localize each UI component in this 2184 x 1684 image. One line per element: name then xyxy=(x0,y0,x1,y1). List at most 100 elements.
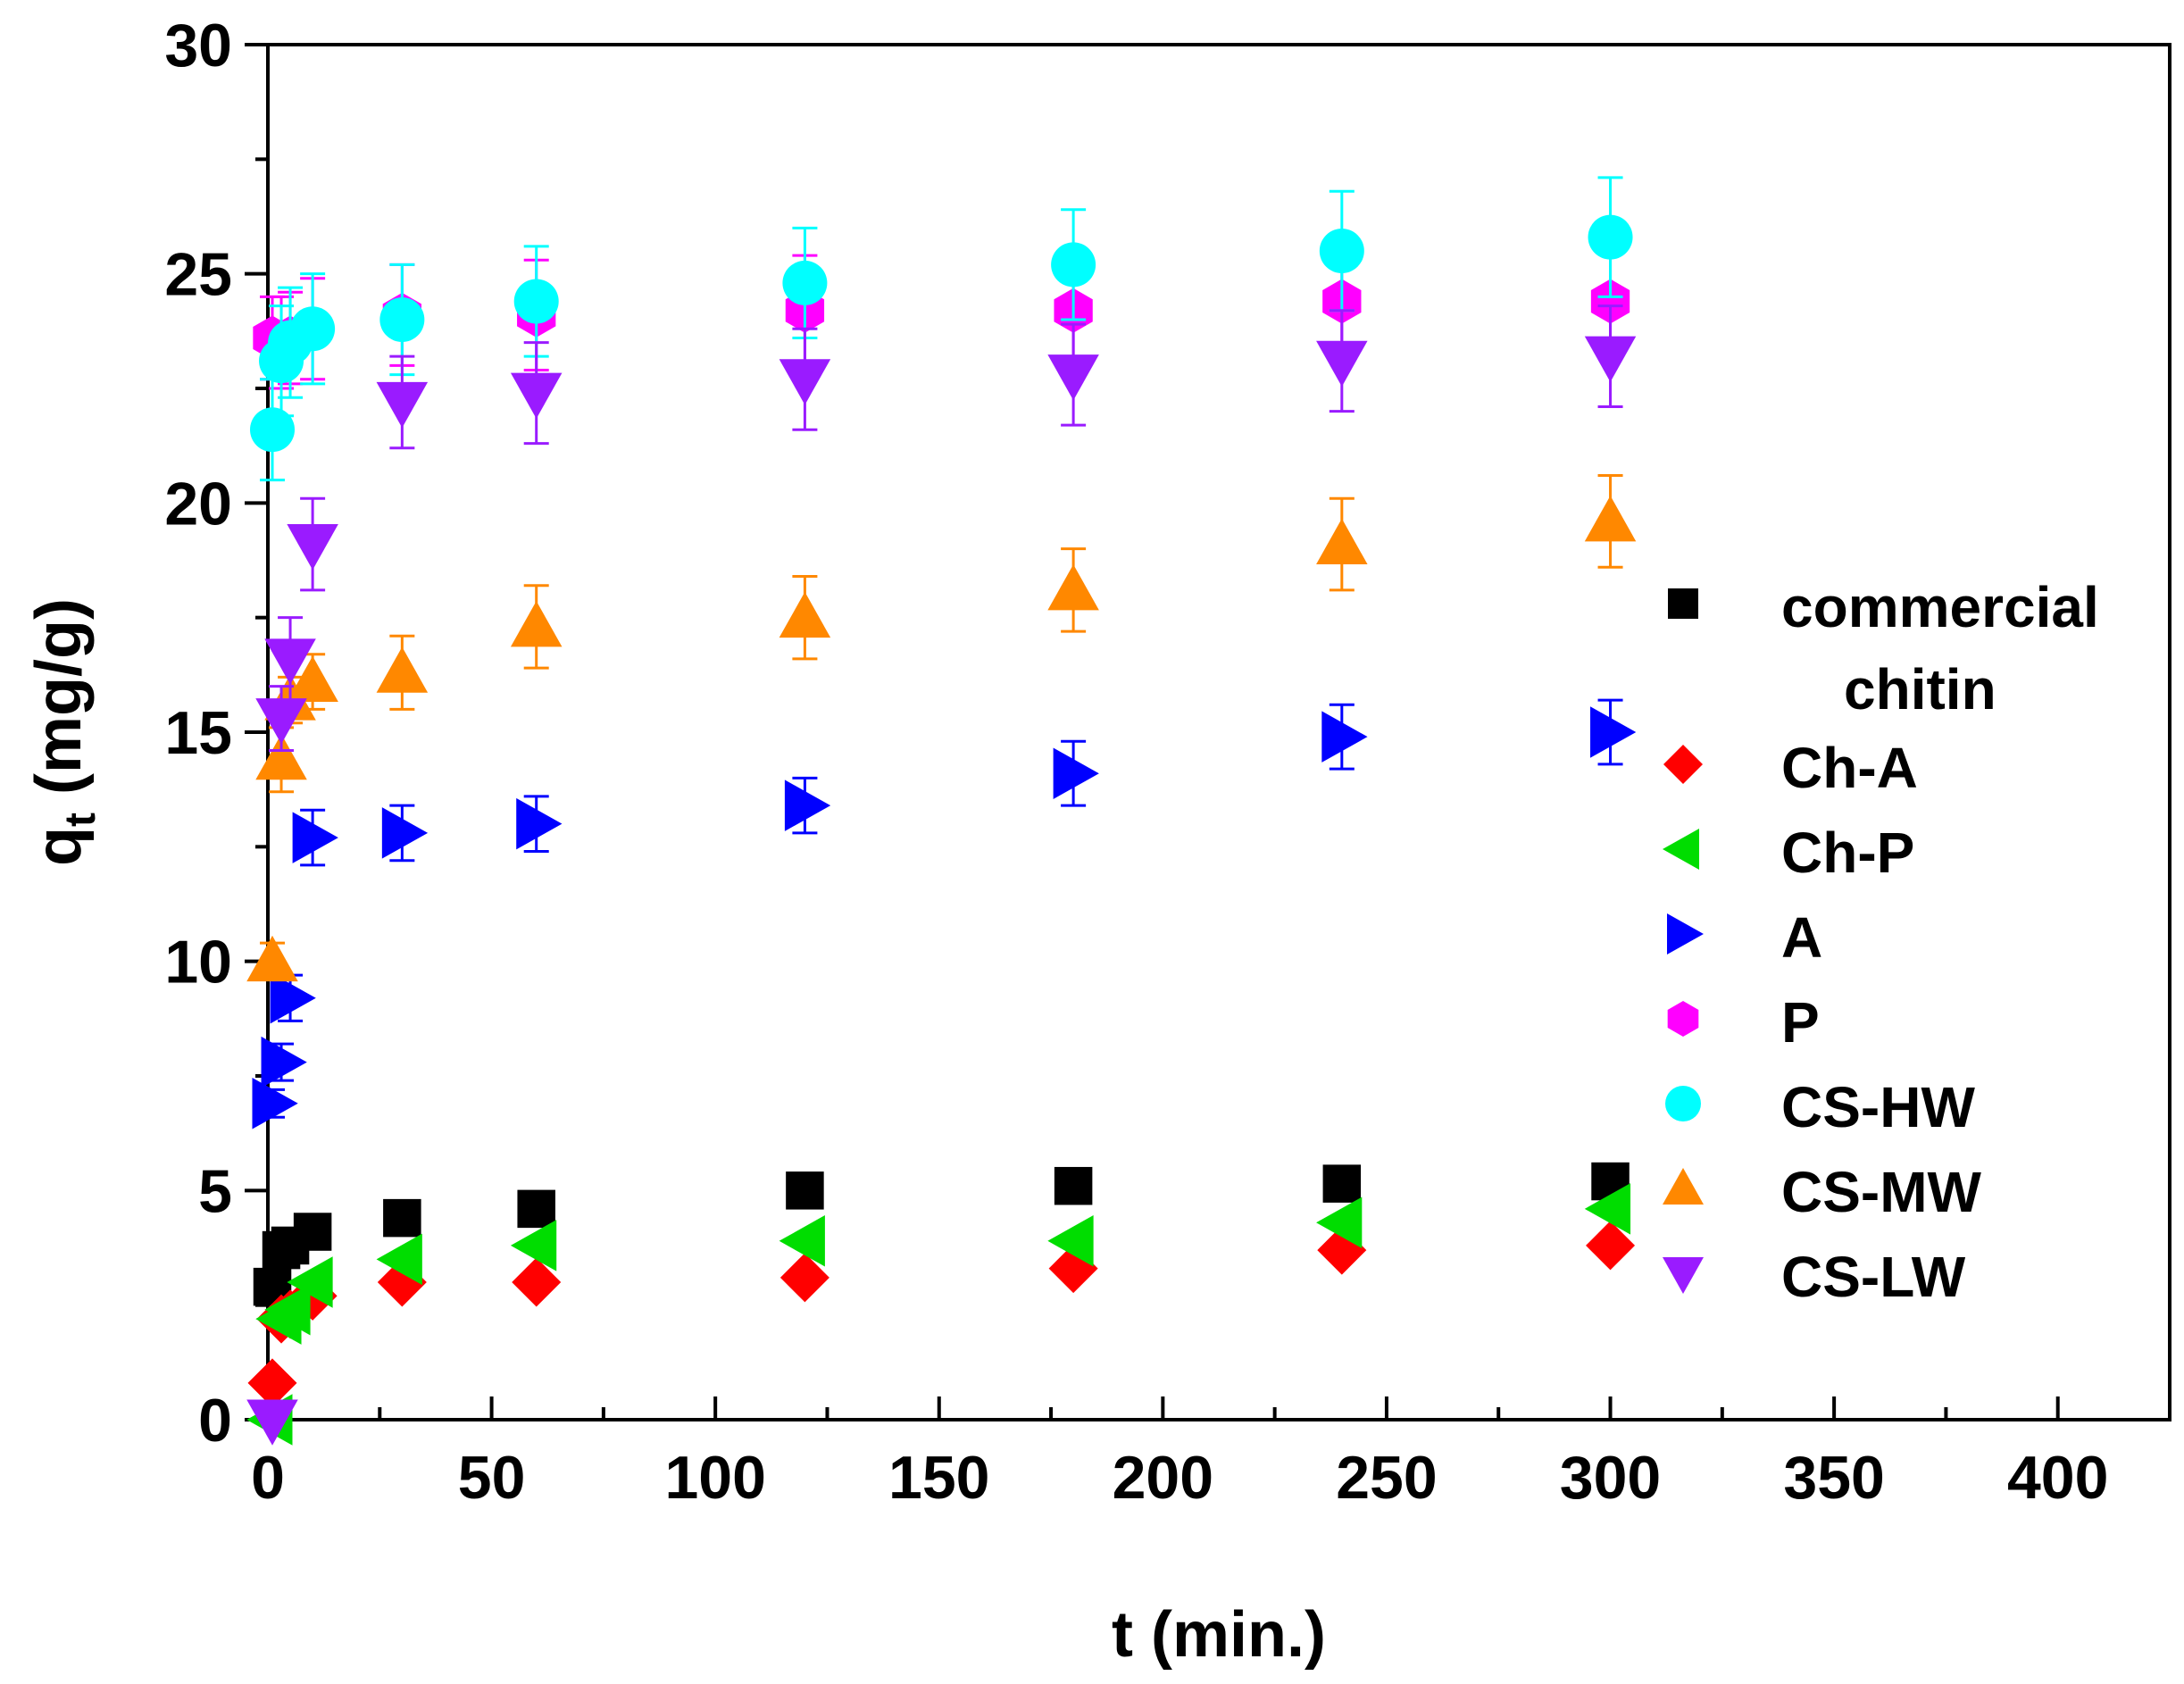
x-tick-label: 400 xyxy=(2007,1444,2108,1512)
y-axis-title-subscript: t xyxy=(57,813,104,827)
plot-series xyxy=(246,176,1637,1446)
data-point xyxy=(1053,747,1099,799)
legend-item: CS-LW xyxy=(1663,1245,1966,1309)
data-point xyxy=(516,797,563,850)
y-tick-label: 30 xyxy=(164,12,232,79)
data-point xyxy=(250,407,296,453)
data-point xyxy=(376,646,429,693)
y-tick-label: 5 xyxy=(198,1157,232,1225)
data-point xyxy=(1590,706,1637,758)
legend-item: CS-HW xyxy=(1665,1075,1975,1139)
y-axis-title: qt (mg/g) xyxy=(23,598,104,866)
data-point xyxy=(1590,279,1630,324)
y-axis-title-symbol: q xyxy=(23,827,95,866)
legend-label: CS-HW xyxy=(1781,1075,1975,1139)
legend-marker xyxy=(1667,913,1704,955)
data-point xyxy=(1586,1221,1636,1271)
legend: commercial chitin Ch-A Ch-P AP CS-HW CS-MW CS-L… xyxy=(1663,575,2099,1309)
data-point xyxy=(1316,518,1368,565)
data-point xyxy=(376,1233,422,1286)
data-point xyxy=(264,638,316,685)
data-point xyxy=(1584,1183,1631,1235)
series-p xyxy=(253,245,1630,390)
y-tick-label: 20 xyxy=(164,470,232,538)
data-point xyxy=(1047,1215,1094,1267)
legend-marker xyxy=(1665,1086,1701,1121)
data-point xyxy=(1051,242,1096,288)
legend-marker xyxy=(1668,588,1698,619)
legend-marker xyxy=(1663,1168,1704,1205)
series-cs-lw xyxy=(246,304,1637,1446)
data-point xyxy=(1054,1166,1093,1205)
y-tick-label: 15 xyxy=(164,699,232,767)
data-point xyxy=(1584,496,1637,542)
legend-item: Ch-P xyxy=(1663,821,1914,885)
x-tick-label: 100 xyxy=(664,1444,765,1512)
data-point xyxy=(779,1253,829,1303)
y-axis-title-units: (mg/g) xyxy=(23,598,95,813)
data-point xyxy=(270,971,316,1024)
legend-label: chitin xyxy=(1844,657,1996,721)
legend-label: Ch-A xyxy=(1781,736,1918,800)
series-ch-a xyxy=(247,1221,1636,1408)
data-point xyxy=(290,306,336,352)
legend-item: commercial chitin xyxy=(1668,575,2099,721)
data-point xyxy=(1321,711,1368,763)
data-point xyxy=(782,260,828,305)
legend-label: Ch-P xyxy=(1781,821,1914,885)
data-point xyxy=(264,1284,311,1336)
data-point xyxy=(379,297,425,342)
x-tick-label: 150 xyxy=(888,1444,989,1512)
data-point xyxy=(786,1171,824,1210)
x-axis-ticks: 0 50 100 150 200 250 300 350 400 xyxy=(251,1396,2108,1512)
x-tick-label: 200 xyxy=(1113,1444,1213,1512)
data-point xyxy=(261,1036,307,1088)
data-point xyxy=(383,1198,421,1238)
data-point xyxy=(376,381,429,429)
data-point xyxy=(287,1256,333,1308)
data-point xyxy=(293,1213,332,1251)
data-point xyxy=(255,698,307,745)
data-point xyxy=(1316,340,1368,387)
series-cs-hw xyxy=(250,176,1633,482)
y-tick-label: 0 xyxy=(198,1387,232,1455)
data-point xyxy=(513,279,559,324)
data-point xyxy=(1319,229,1364,273)
legend-item: A xyxy=(1667,905,1822,970)
data-point xyxy=(247,1358,297,1408)
data-point xyxy=(779,1215,825,1267)
data-point xyxy=(1588,214,1633,260)
legend-marker xyxy=(1663,1257,1704,1294)
data-point xyxy=(252,1078,298,1130)
y-axis-ticks: 0 5 10 15 20 25 30 xyxy=(164,12,268,1455)
x-tick-label: 350 xyxy=(1783,1444,1884,1512)
legend-item: CS-MW xyxy=(1663,1160,1982,1224)
y-tick-label: 10 xyxy=(164,929,232,996)
data-point xyxy=(246,935,298,982)
data-point xyxy=(779,591,831,638)
series-commercial-chitin xyxy=(253,1162,1630,1306)
legend-item: P xyxy=(1667,990,1820,1055)
data-point xyxy=(784,779,831,831)
data-point xyxy=(510,601,563,647)
legend-label: CS-MW xyxy=(1781,1160,1982,1224)
x-tick-label: 250 xyxy=(1336,1444,1437,1512)
data-point xyxy=(1584,336,1637,382)
legend-label: P xyxy=(1781,990,1820,1055)
data-point xyxy=(1316,1196,1363,1249)
x-tick-label: 0 xyxy=(251,1444,285,1512)
legend-marker xyxy=(1663,829,1699,870)
data-point xyxy=(1322,1164,1362,1203)
data-point xyxy=(287,524,338,571)
data-point xyxy=(1047,564,1099,611)
data-point xyxy=(510,372,563,419)
legend-label: commercial xyxy=(1781,575,2099,639)
x-tick-label: 300 xyxy=(1560,1444,1661,1512)
data-point xyxy=(512,1257,562,1307)
series-a xyxy=(252,698,1637,1130)
data-point xyxy=(287,655,338,703)
data-point xyxy=(246,1399,298,1446)
y-tick-label: 25 xyxy=(164,241,232,309)
data-point xyxy=(779,359,831,405)
